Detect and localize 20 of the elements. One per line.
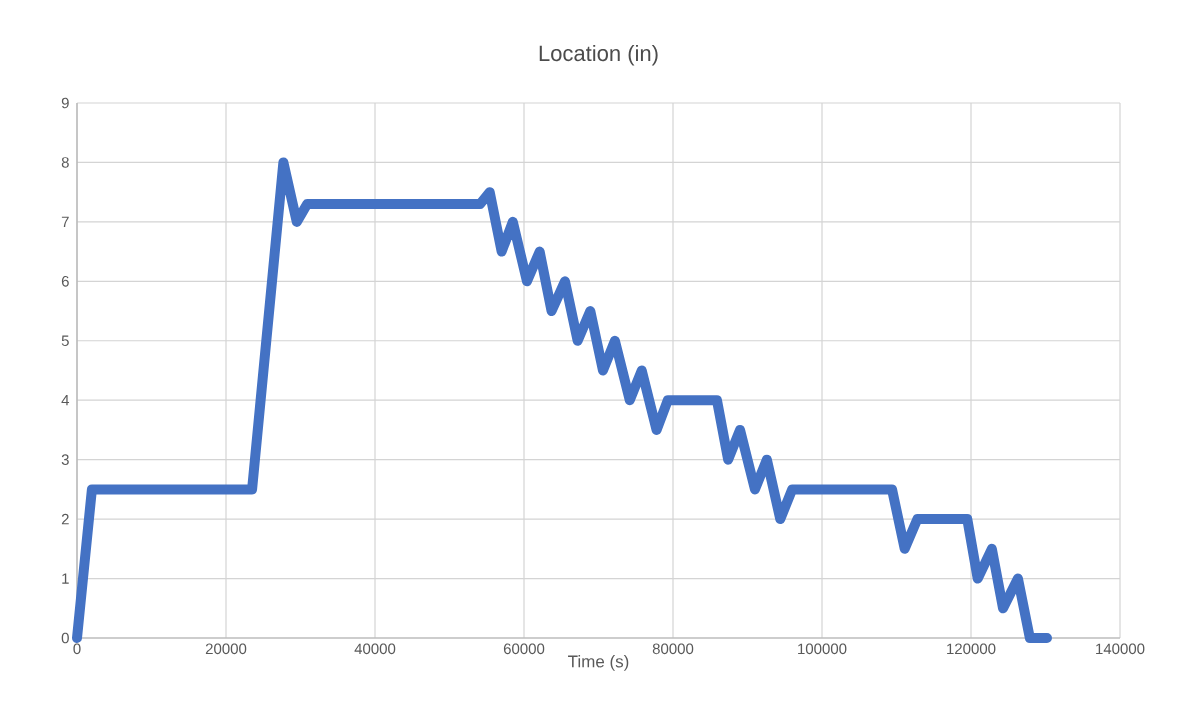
y-tick-label: 0 bbox=[61, 632, 69, 644]
x-tick-label: 0 bbox=[73, 643, 81, 655]
x-tick-label: 140000 bbox=[1096, 643, 1145, 655]
x-tick-label: 40000 bbox=[354, 643, 396, 655]
x-tick-label: 60000 bbox=[503, 643, 545, 655]
y-tick-label: 6 bbox=[61, 276, 69, 287]
x-axis-title: Time (s) bbox=[568, 655, 629, 671]
x-tick-label: 80000 bbox=[652, 643, 694, 655]
x-tick-label: 20000 bbox=[205, 643, 247, 655]
y-tick-label: 5 bbox=[61, 335, 69, 346]
y-tick-label: 2 bbox=[61, 513, 69, 525]
y-tick-label: 3 bbox=[61, 454, 69, 465]
chart-title: Location (in) bbox=[539, 44, 658, 66]
x-tick-label: 100000 bbox=[798, 643, 847, 655]
x-tick-label: 120000 bbox=[947, 643, 996, 655]
y-tick-label: 7 bbox=[61, 216, 69, 228]
y-tick-label: 9 bbox=[61, 97, 69, 109]
y-tick-label: 8 bbox=[61, 157, 69, 168]
y-tick-label: 1 bbox=[62, 573, 69, 584]
y-tick-label: 4 bbox=[61, 395, 70, 406]
